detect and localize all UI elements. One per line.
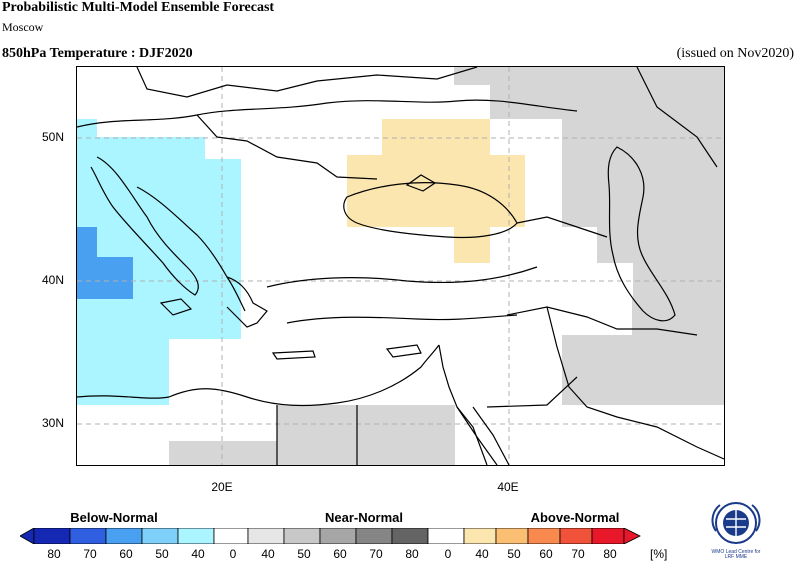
- grid-lines: [77, 67, 724, 465]
- wmo-logo-text-line1: WMO Lead Centre for: [711, 549, 761, 555]
- lat-label-40n: 40N: [41, 273, 64, 287]
- legend-tick: 40: [261, 547, 275, 561]
- legend-tick: 80: [405, 547, 419, 561]
- lat-label-50n: 50N: [41, 130, 64, 144]
- color-bar: [20, 528, 641, 544]
- legend-unit: [%]: [650, 547, 668, 561]
- legend-tick: 0: [229, 547, 237, 561]
- legend-tick: 70: [369, 547, 383, 561]
- legend-tick: 60: [539, 547, 553, 561]
- title: Probabilistic Multi-Model Ensemble Forec…: [2, 0, 275, 15]
- wmo-logo-icon: [711, 502, 761, 544]
- legend-tick: 40: [475, 547, 489, 561]
- legend-tick: 60: [333, 547, 347, 561]
- legend-tick: 50: [155, 547, 169, 561]
- legend-tick: 80: [47, 547, 61, 561]
- legend-below-normal: Below-Normal: [70, 510, 158, 525]
- lon-label-40e: 40E: [497, 480, 519, 494]
- issued-label: (issued on Nov2020): [676, 46, 794, 61]
- subtitle: Moscow: [2, 20, 44, 34]
- legend-tick: 70: [83, 547, 97, 561]
- legend-tick: 0: [444, 547, 452, 561]
- legend-above-normal: Above-Normal: [530, 510, 620, 525]
- near-normal-region: [169, 67, 724, 465]
- map-panel: [76, 66, 725, 466]
- legend-tick: 50: [507, 547, 521, 561]
- field-label: 850hPa Temperature : DJF2020: [2, 46, 193, 61]
- coastlines: [77, 67, 724, 465]
- wmo-logo-text: WMO Lead Centre for LRF MME: [698, 550, 774, 560]
- wmo-logo-text-line2: LRF MME: [724, 554, 748, 560]
- legend-tick: 40: [191, 547, 205, 561]
- lat-label-30n: 30N: [41, 416, 64, 430]
- above-normal-region: [347, 119, 525, 263]
- legend-near-normal: Near-Normal: [324, 510, 404, 525]
- legend-tick: 60: [119, 547, 133, 561]
- lon-label-20e: 20E: [211, 480, 233, 494]
- legend-tick: 80: [603, 547, 617, 561]
- map-svg: [77, 67, 724, 465]
- legend-tick: 70: [571, 547, 585, 561]
- below-normal-region: [77, 119, 241, 405]
- legend-tick: 50: [297, 547, 311, 561]
